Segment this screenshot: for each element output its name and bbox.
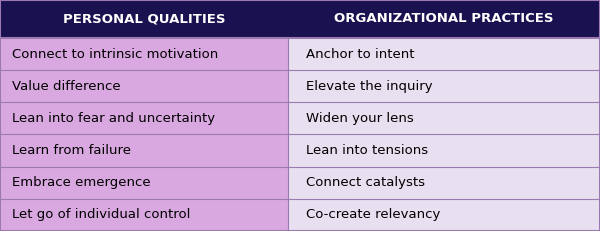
Bar <box>0 102 288 134</box>
Bar <box>288 70 600 102</box>
Bar <box>288 102 600 134</box>
Bar <box>288 38 600 70</box>
Bar <box>288 0 600 38</box>
Text: Elevate the inquiry: Elevate the inquiry <box>306 80 433 93</box>
Text: Let go of individual control: Let go of individual control <box>12 208 190 221</box>
Text: Lean into fear and uncertainty: Lean into fear and uncertainty <box>12 112 215 125</box>
Bar <box>0 167 288 199</box>
Bar <box>0 199 288 231</box>
Bar <box>288 167 600 199</box>
Bar <box>288 134 600 167</box>
Text: Learn from failure: Learn from failure <box>12 144 131 157</box>
Text: Lean into tensions: Lean into tensions <box>306 144 428 157</box>
Text: Anchor to intent: Anchor to intent <box>306 48 415 61</box>
Bar <box>0 0 288 38</box>
Text: Widen your lens: Widen your lens <box>306 112 414 125</box>
Text: Connect catalysts: Connect catalysts <box>306 176 425 189</box>
Text: Co-create relevancy: Co-create relevancy <box>306 208 440 221</box>
Text: PERSONAL QUALITIES: PERSONAL QUALITIES <box>63 12 225 25</box>
Bar <box>288 199 600 231</box>
Bar <box>0 38 288 70</box>
Text: ORGANIZATIONAL PRACTICES: ORGANIZATIONAL PRACTICES <box>334 12 554 25</box>
Text: Connect to intrinsic motivation: Connect to intrinsic motivation <box>12 48 218 61</box>
Text: Embrace emergence: Embrace emergence <box>12 176 151 189</box>
Bar <box>0 134 288 167</box>
Text: Value difference: Value difference <box>12 80 121 93</box>
Bar <box>0 70 288 102</box>
